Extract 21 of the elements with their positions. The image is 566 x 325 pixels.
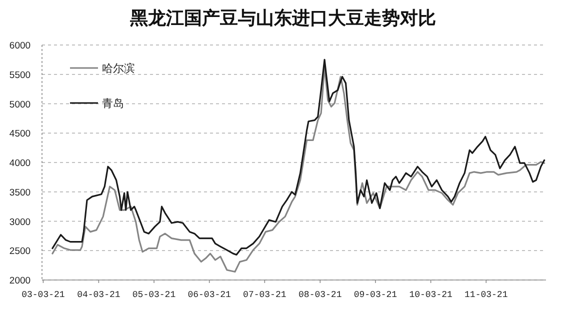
y-tick-label: 5500 bbox=[9, 70, 31, 81]
y-tick-label: 4000 bbox=[9, 158, 31, 169]
x-tick-label: 10-03-21 bbox=[409, 290, 452, 300]
x-tick-label: 07-03-21 bbox=[243, 290, 286, 300]
x-tick-label: 09-03-21 bbox=[354, 290, 398, 300]
y-tick-label: 3500 bbox=[9, 187, 31, 198]
legend-label: 哈尔滨 bbox=[102, 62, 135, 75]
x-tick-label: 11-03-21 bbox=[464, 290, 508, 300]
x-tick-label: 08-03-21 bbox=[298, 290, 342, 300]
x-tick-label: 06-03-21 bbox=[188, 290, 231, 300]
x-tick-label: 05-03-21 bbox=[132, 290, 176, 300]
y-tick-label: 6000 bbox=[9, 40, 31, 52]
y-tick-label: 2500 bbox=[9, 246, 31, 258]
y-tick-label: 4500 bbox=[9, 128, 31, 140]
x-tick-label: 03-03-21 bbox=[22, 290, 65, 300]
x-tick-label: 04-03-21 bbox=[77, 290, 120, 300]
y-tick-label: 2000 bbox=[9, 276, 31, 286]
chart-title: 黑龙江国产豆与山东进口大豆走势对比 bbox=[129, 8, 436, 28]
legend-label: 青岛 bbox=[102, 97, 124, 110]
y-tick-label: 3000 bbox=[9, 216, 31, 228]
y-tick-label: 5000 bbox=[9, 99, 31, 110]
